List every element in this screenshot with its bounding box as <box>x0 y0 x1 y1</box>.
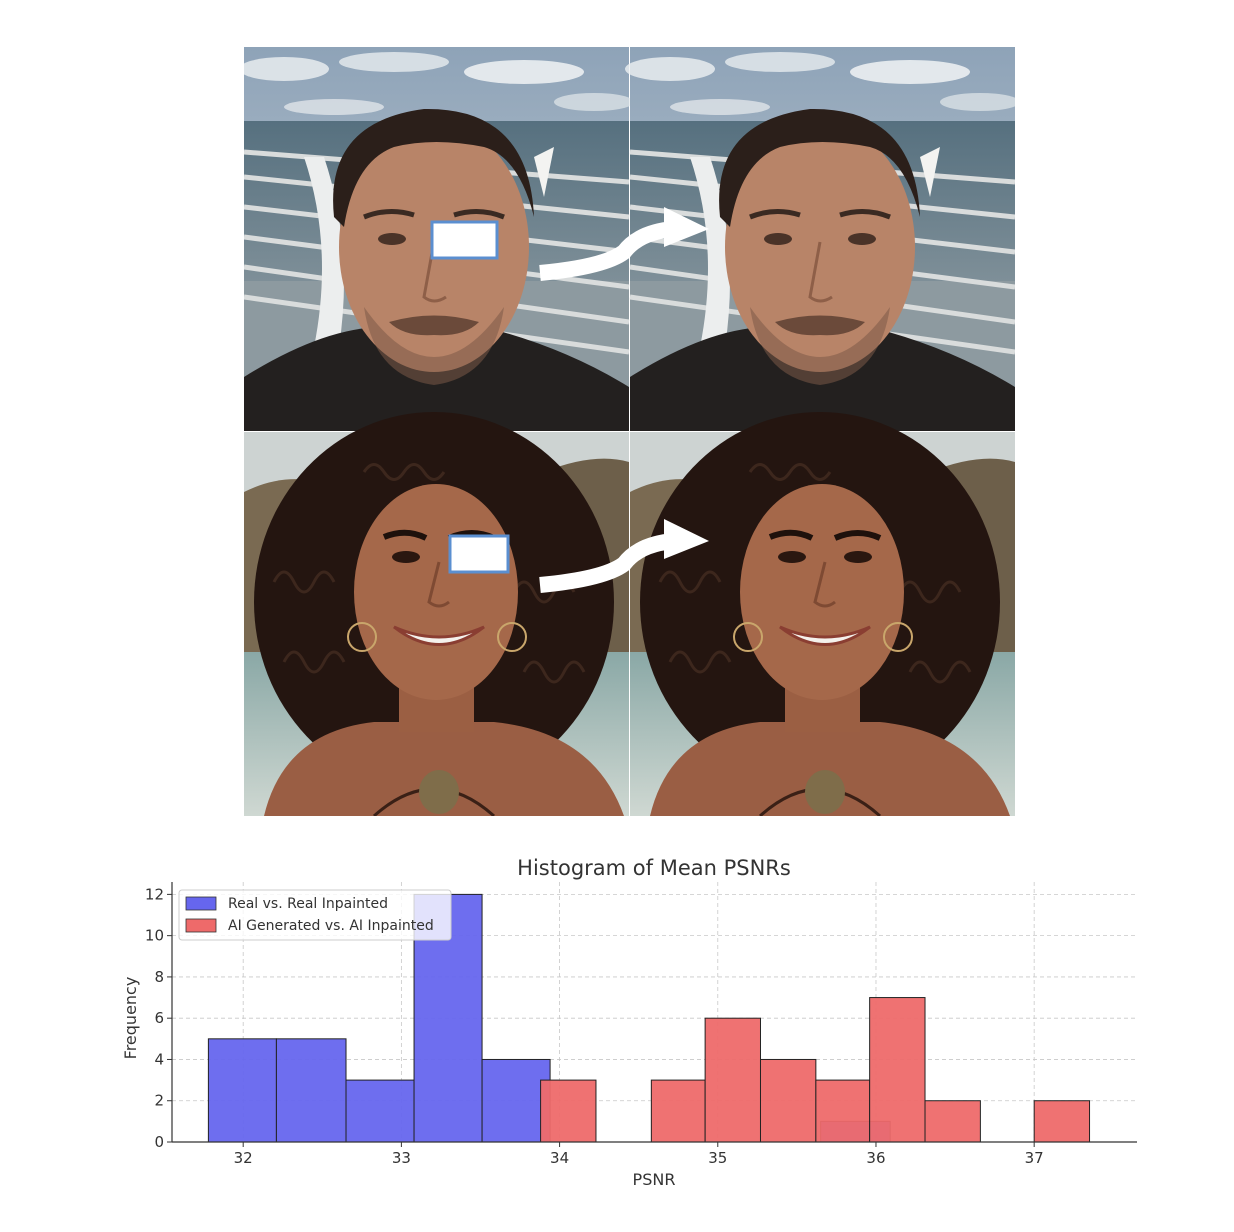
x-tick-label: 37 <box>1025 1149 1044 1167</box>
histogram-bar-real <box>481 1058 551 1143</box>
legend-label-real: Real vs. Real Inpainted <box>228 896 388 912</box>
histogram-bar-ai <box>924 1100 981 1143</box>
x-ticks: 32 33 34 35 36 37 <box>234 1142 1044 1167</box>
x-tick-label: 36 <box>866 1149 885 1167</box>
y-tick-label: 0 <box>154 1133 164 1151</box>
y-tick-label: 6 <box>154 1009 164 1027</box>
ai-inpainted-image <box>630 412 1015 816</box>
legend-box <box>178 889 452 941</box>
histogram-bar-ai <box>704 1017 761 1143</box>
bottom-arrow-icon <box>539 519 709 593</box>
histogram-bar-real <box>275 1038 347 1143</box>
x-tick-label: 32 <box>234 1149 253 1167</box>
x-tick-label: 34 <box>550 1149 569 1167</box>
histogram-bar-ai <box>869 997 926 1143</box>
legend-swatch-real <box>185 896 217 911</box>
inpainting-examples-figure <box>244 47 1015 816</box>
psnr-histogram: Histogram of Mean PSNRs 32 33 34 35 36 37 0 2 4… <box>121 856 1137 1189</box>
y-axis-label: Frequency <box>121 977 140 1060</box>
histogram-bar-ai <box>815 1079 871 1143</box>
y-tick-label: 8 <box>154 968 164 986</box>
x-axis-label: PSNR <box>633 1170 676 1189</box>
legend: Real vs. Real Inpainted AI Generated vs.… <box>178 889 452 941</box>
y-tick-label: 10 <box>145 927 164 945</box>
real-mask-rectangle <box>430 220 499 260</box>
histogram-bars <box>207 893 1091 1143</box>
axes <box>171 882 1137 1143</box>
histogram-bar-real <box>207 1038 277 1143</box>
y-tick-label: 12 <box>145 885 164 903</box>
y-tick-label: 2 <box>154 1092 164 1110</box>
y-tick-label: 4 <box>154 1050 164 1068</box>
x-tick-label: 35 <box>708 1149 727 1167</box>
y-ticks: 0 2 4 6 8 10 12 <box>145 885 172 1151</box>
x-tick-label: 33 <box>392 1149 411 1167</box>
histogram-bar-ai <box>759 1058 817 1143</box>
ai-mask-rectangle <box>448 534 510 574</box>
chart-title: Histogram of Mean PSNRs <box>517 856 791 880</box>
histogram-bar-ai <box>650 1079 706 1143</box>
histogram-bar-real <box>345 1079 415 1143</box>
legend-label-ai: AI Generated vs. AI Inpainted <box>228 918 434 934</box>
legend-swatch-ai <box>185 918 217 933</box>
histogram-bar-ai <box>1033 1100 1091 1143</box>
histogram-bar-ai <box>540 1079 597 1143</box>
top-arrow-icon <box>539 207 709 281</box>
ai-original-image <box>244 412 629 816</box>
